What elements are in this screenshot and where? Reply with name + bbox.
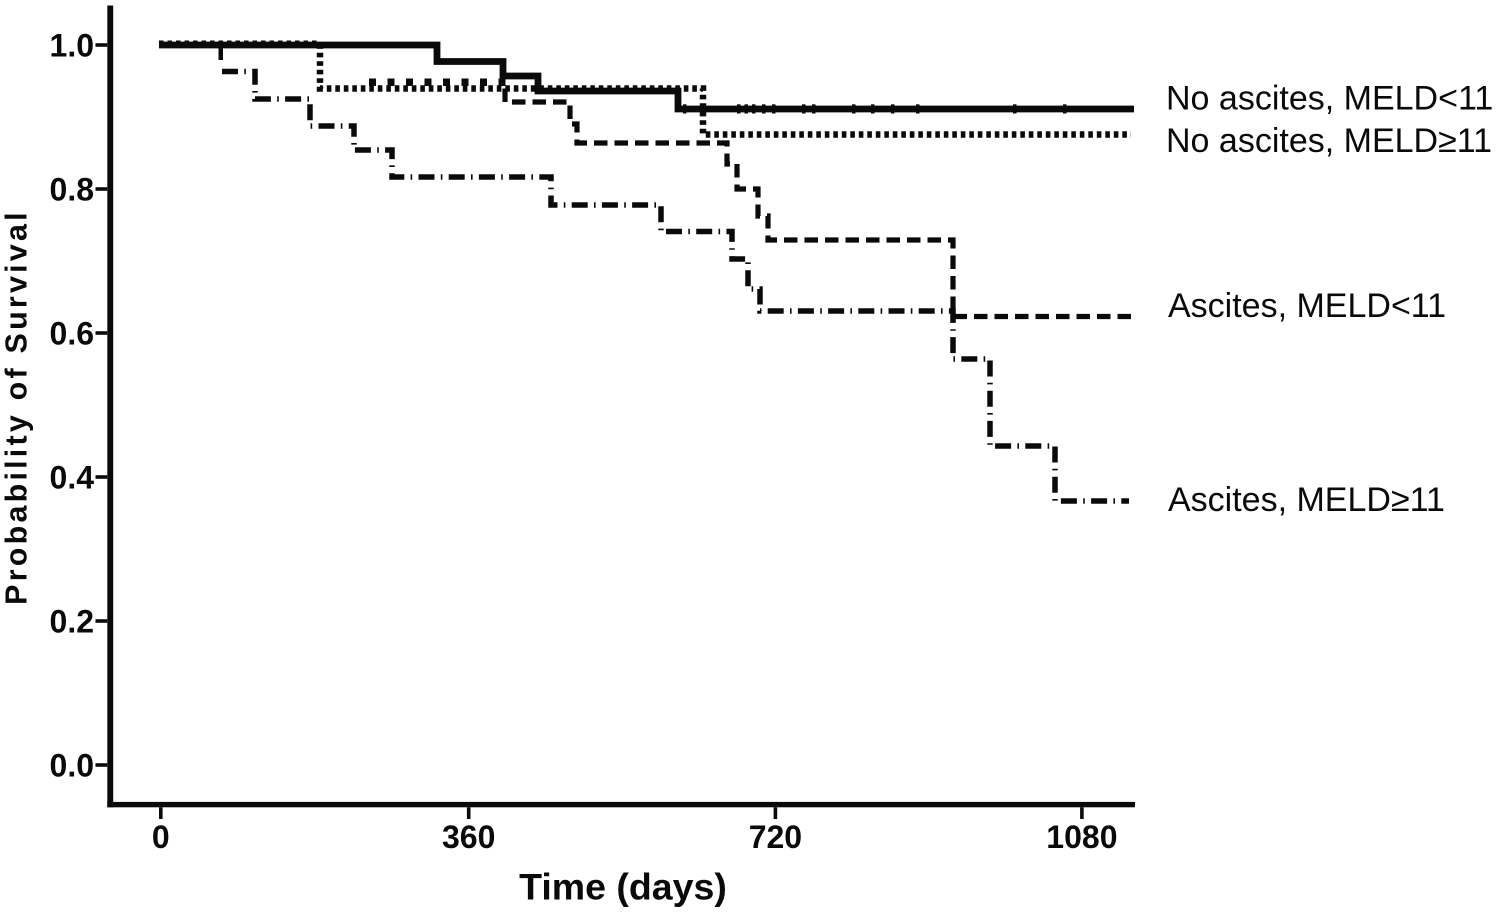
svg-text:1080: 1080 <box>1046 819 1117 855</box>
svg-text:0: 0 <box>152 819 170 855</box>
svg-text:Probability of Survival: Probability of Survival <box>0 209 34 605</box>
svg-text:0.4: 0.4 <box>50 460 95 496</box>
svg-text:0.0: 0.0 <box>50 748 94 784</box>
svg-text:Time (days): Time (days) <box>519 866 727 908</box>
svg-text:720: 720 <box>749 819 802 855</box>
svg-text:Ascites, MELD≥11: Ascites, MELD≥11 <box>1168 481 1445 519</box>
svg-text:0.2: 0.2 <box>50 604 94 640</box>
svg-text:0.8: 0.8 <box>50 172 94 208</box>
svg-text:No ascites, MELD<11: No ascites, MELD<11 <box>1166 79 1493 117</box>
svg-text:360: 360 <box>442 819 495 855</box>
svg-text:No ascites, MELD≥11: No ascites, MELD≥11 <box>1166 122 1492 160</box>
svg-text:Ascites, MELD<11: Ascites, MELD<11 <box>1168 287 1446 325</box>
svg-text:1.0: 1.0 <box>50 28 94 64</box>
svg-text:0.6: 0.6 <box>50 316 94 352</box>
